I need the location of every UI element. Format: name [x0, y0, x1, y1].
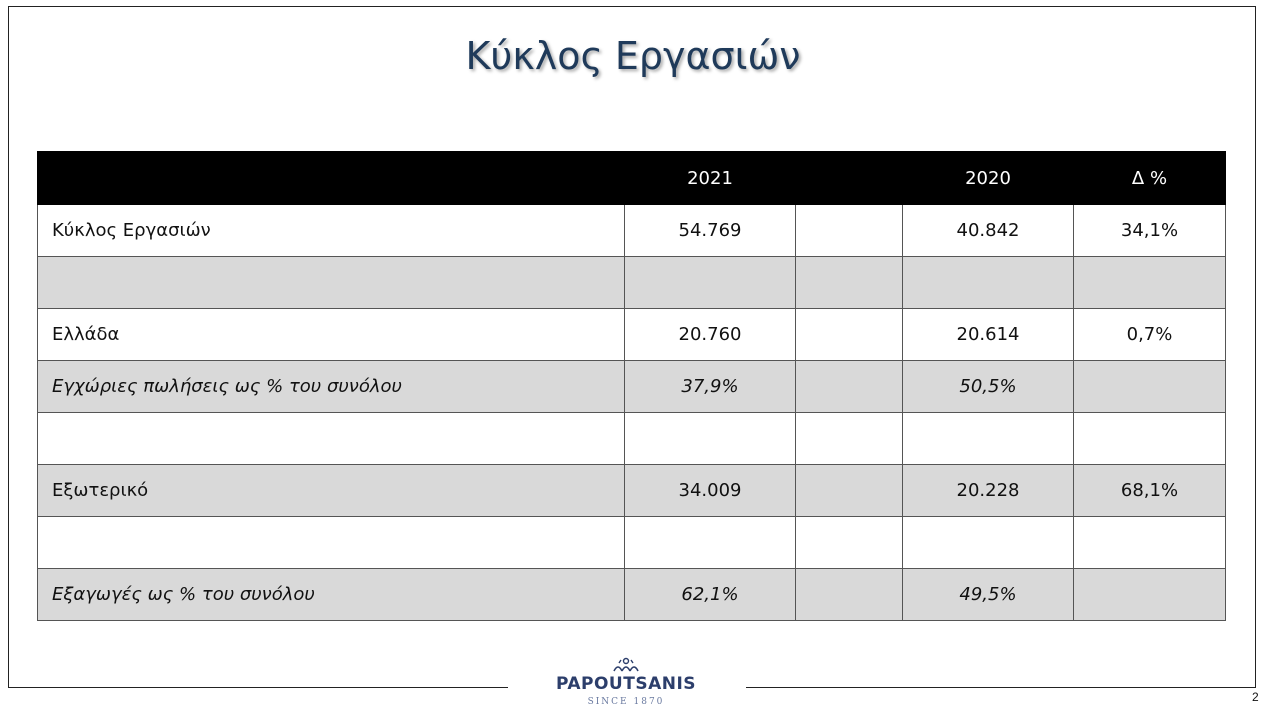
table-row: Εξωτερικό 34.009 20.228 68,1%	[37, 464, 1226, 517]
slide-title: Κύκλος Εργασιών	[465, 34, 801, 78]
value-2021: 54.769	[624, 204, 796, 257]
value-2021	[624, 412, 796, 465]
value-2021	[624, 516, 796, 569]
slide-frame-top	[8, 6, 1255, 7]
table-row: Εγχώριες πωλήσεις ως % του συνόλου 37,9%…	[37, 360, 1226, 413]
table-row	[37, 256, 1226, 309]
row-label: Εξαγωγές ως % του συνόλου	[37, 568, 625, 621]
spacer-cell	[795, 412, 903, 465]
row-label: Ελλάδα	[37, 308, 625, 361]
value-2021: 37,9%	[624, 360, 796, 413]
spacer-cell	[795, 568, 903, 621]
value-2020	[902, 412, 1074, 465]
slide-frame-left	[8, 6, 9, 687]
table-row	[37, 412, 1226, 465]
table-row: Ελλάδα 20.760 20.614 0,7%	[37, 308, 1226, 361]
value-2020: 50,5%	[902, 360, 1074, 413]
logo-emblem-icon	[613, 657, 639, 672]
value-2021: 34.009	[624, 464, 796, 517]
spacer-cell	[795, 308, 903, 361]
table-header-row: 2021 2020 Δ %	[37, 151, 1226, 205]
value-delta: 68,1%	[1073, 464, 1226, 517]
spacer-cell	[795, 204, 903, 257]
value-2021	[624, 256, 796, 309]
header-spacer	[795, 151, 903, 205]
logo-wordmark: PAPOUTSANIS	[555, 674, 697, 694]
value-2020: 49,5%	[902, 568, 1074, 621]
page-number: 2	[1252, 690, 1259, 704]
table-row: Κύκλος Εργασιών 54.769 40.842 34,1%	[37, 204, 1226, 257]
row-label	[37, 516, 625, 569]
spacer-cell	[795, 256, 903, 309]
spacer-cell	[795, 464, 903, 517]
value-delta	[1073, 360, 1226, 413]
header-label	[37, 151, 625, 205]
table-row: Εξαγωγές ως % του συνόλου 62,1% 49,5%	[37, 568, 1226, 621]
value-delta: 34,1%	[1073, 204, 1226, 257]
value-delta	[1073, 256, 1226, 309]
row-label: Εγχώριες πωλήσεις ως % του συνόλου	[37, 360, 625, 413]
logo-since: SINCE 1870	[587, 697, 665, 707]
row-label	[37, 412, 625, 465]
slide-frame-bottom-right	[746, 687, 1256, 688]
header-2020: 2020	[902, 151, 1074, 205]
company-logo: PAPOUTSANIS SINCE 1870	[540, 655, 712, 711]
value-2020: 20.228	[902, 464, 1074, 517]
value-2021: 62,1%	[624, 568, 796, 621]
row-label: Κύκλος Εργασιών	[37, 204, 625, 257]
row-label: Εξωτερικό	[37, 464, 625, 517]
turnover-table: 2021 2020 Δ % Κύκλος Εργασιών 54.769 40.…	[37, 151, 1226, 621]
value-delta	[1073, 412, 1226, 465]
row-label	[37, 256, 625, 309]
value-2020	[902, 516, 1074, 569]
value-2020	[902, 256, 1074, 309]
value-delta	[1073, 568, 1226, 621]
value-delta	[1073, 516, 1226, 569]
table-row	[37, 516, 1226, 569]
spacer-cell	[795, 516, 903, 569]
value-delta: 0,7%	[1073, 308, 1226, 361]
slide-frame-right	[1255, 6, 1256, 687]
value-2021: 20.760	[624, 308, 796, 361]
value-2020: 40.842	[902, 204, 1074, 257]
slide-frame-bottom-left	[8, 687, 508, 688]
header-2021: 2021	[624, 151, 796, 205]
value-2020: 20.614	[902, 308, 1074, 361]
header-delta: Δ %	[1073, 151, 1226, 205]
spacer-cell	[795, 360, 903, 413]
